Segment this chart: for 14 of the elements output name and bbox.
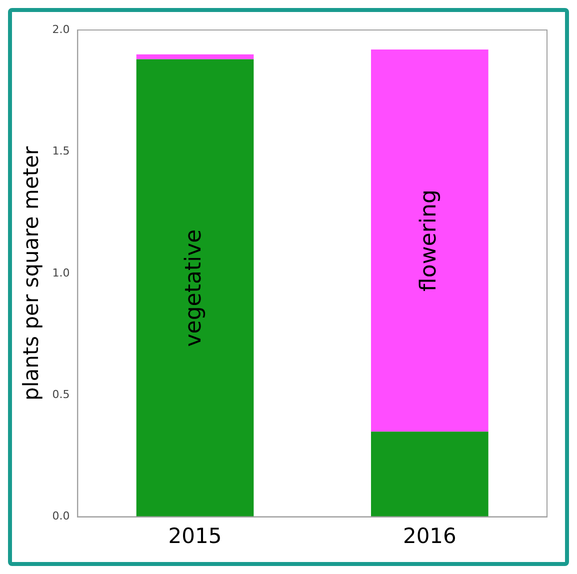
bar [371, 49, 488, 432]
x-tick-label: 2016 [402, 524, 456, 548]
y-tick-label: 1.0 [52, 266, 70, 280]
x-tick-label: 2015 [168, 524, 222, 548]
bar [371, 432, 488, 517]
bar [136, 54, 254, 60]
y-tick-label: 1.5 [52, 144, 70, 158]
series-label: flowering [416, 190, 442, 292]
y-axis-title: plants per square meter [19, 146, 44, 400]
series-label: vegetative [182, 229, 207, 347]
y-tick-label: 2.0 [52, 22, 70, 36]
y-tick-label: 0.5 [52, 388, 70, 401]
y-tick-label: 0.0 [52, 510, 70, 523]
bar [136, 59, 254, 517]
